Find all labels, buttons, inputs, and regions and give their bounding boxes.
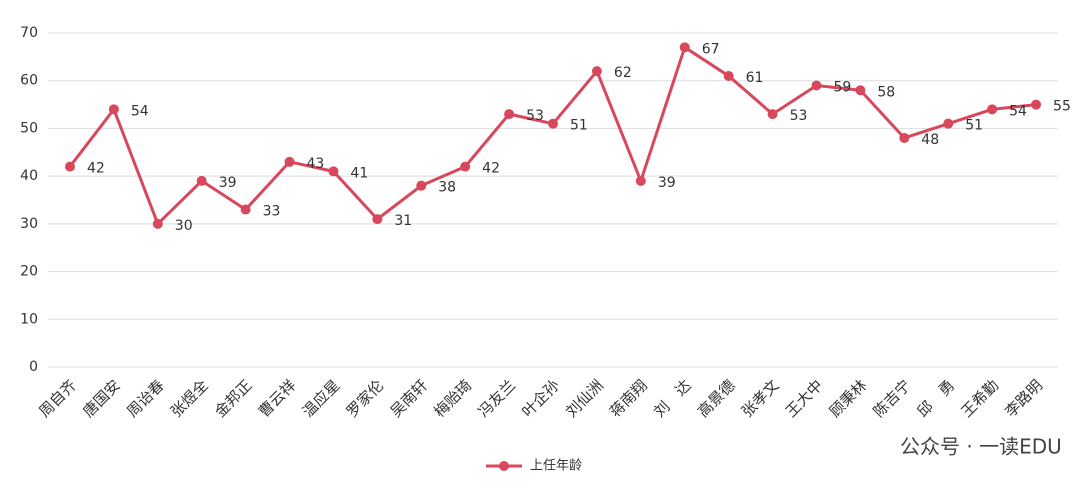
- data-label: 53: [790, 108, 808, 124]
- point: [240, 204, 251, 215]
- x-tick-label: 张孝文: [738, 376, 783, 421]
- x-tick-label: 唐国安: [79, 376, 124, 421]
- x-tick-label: 张煜全: [167, 376, 212, 421]
- x-tick-label: 罗家伦: [343, 376, 388, 421]
- x-tick-label: 冯友兰: [475, 376, 520, 421]
- x-tick-label: 邱 勇: [914, 376, 959, 421]
- x-tick-label: 王希勤: [958, 376, 1003, 421]
- data-label: 39: [219, 175, 237, 191]
- point: [328, 166, 339, 177]
- legend-label: 上任年龄: [530, 459, 582, 474]
- point: [108, 104, 119, 115]
- point: [548, 118, 558, 129]
- data-label: 42: [482, 161, 500, 177]
- data-label: 38: [438, 180, 456, 196]
- x-tick-label: 周自齐: [35, 376, 80, 421]
- line: [68, 45, 1037, 226]
- point: [811, 80, 822, 91]
- data-label: 48: [921, 132, 939, 148]
- y-tick-label: 40: [20, 168, 38, 184]
- point: [767, 109, 778, 120]
- y-tick-label: 70: [20, 25, 38, 41]
- data-label: 30: [175, 218, 193, 234]
- x-tick-label: 曹云祥: [255, 376, 300, 421]
- data-label: 31: [394, 213, 412, 229]
- legend-marker: [499, 461, 509, 471]
- x-tick-label: 吴南轩: [387, 376, 432, 421]
- data-label: 54: [1009, 103, 1027, 119]
- data-label: 54: [131, 103, 149, 119]
- data-label: 41: [350, 165, 368, 181]
- point: [943, 118, 954, 129]
- watermark: 公众号 · 一读EDU: [900, 435, 1062, 459]
- point: [899, 132, 910, 143]
- point: [855, 85, 866, 96]
- data-label: 58: [877, 84, 895, 100]
- y-tick-label: 20: [20, 264, 38, 280]
- point: [196, 175, 207, 186]
- data-label: 33: [263, 204, 281, 220]
- point: [416, 180, 427, 191]
- x-tick-label: 金邦正: [211, 376, 256, 421]
- point: [152, 218, 163, 229]
- x-tick-label: 王大中: [782, 376, 827, 421]
- data-label: 55: [1053, 99, 1071, 115]
- point: [372, 214, 383, 225]
- data-label: 42: [87, 161, 105, 177]
- point: [635, 175, 646, 186]
- point: [460, 161, 471, 172]
- y-tick-label: 50: [20, 120, 38, 136]
- y-tick-label: 60: [20, 73, 38, 89]
- y-tick-label: 10: [20, 311, 38, 327]
- data-label: 51: [965, 118, 983, 134]
- y-tick-label: 0: [29, 359, 38, 375]
- data-label: 43: [307, 156, 325, 172]
- data-label: 53: [526, 108, 544, 124]
- data-label: 62: [614, 65, 632, 81]
- x-tick-label: 刘 达: [650, 376, 695, 421]
- point: [723, 70, 734, 81]
- x-tick-label: 蒋南翔: [606, 376, 651, 421]
- x-tick-label: 顾秉林: [826, 376, 871, 421]
- data-label: 67: [702, 41, 720, 57]
- point: [987, 104, 998, 115]
- x-tick-label: 周诒春: [123, 376, 168, 421]
- point: [64, 161, 75, 172]
- point: [1031, 99, 1042, 110]
- data-label: 59: [833, 79, 851, 95]
- x-tick-label: 刘仙洲: [562, 376, 607, 421]
- x-tick-label: 温应星: [299, 376, 344, 421]
- x-tick-label: 叶企孙: [518, 376, 563, 421]
- data-label: 51: [570, 118, 588, 134]
- point: [284, 156, 295, 167]
- x-tick-label: 高景德: [694, 376, 739, 421]
- y-tick-label: 30: [20, 216, 38, 232]
- data-label: 61: [746, 70, 764, 86]
- point: [591, 66, 602, 77]
- point: [504, 109, 515, 120]
- x-tick-label: 陈吉宁: [870, 376, 915, 421]
- data-label: 39: [658, 175, 676, 191]
- point: [679, 42, 690, 53]
- x-tick-label: 梅贻琦: [431, 376, 476, 421]
- x-tick-label: 李路明: [1001, 376, 1046, 421]
